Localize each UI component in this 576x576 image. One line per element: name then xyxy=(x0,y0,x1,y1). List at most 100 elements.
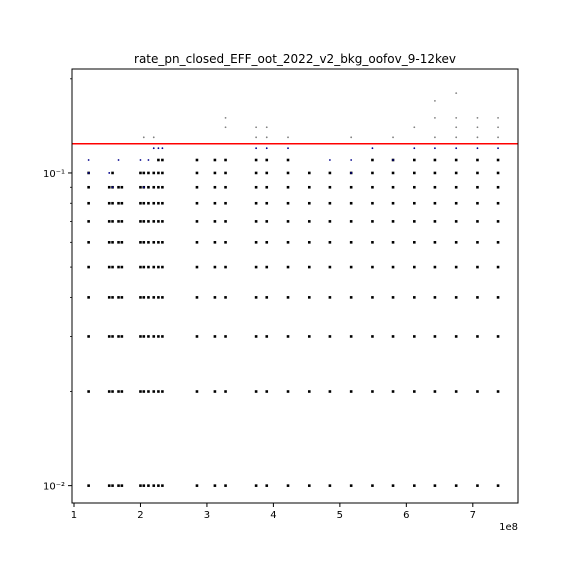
data-point xyxy=(371,171,374,175)
data-point xyxy=(139,171,142,175)
data-point xyxy=(433,484,437,487)
data-point xyxy=(120,390,124,393)
data-point xyxy=(254,484,258,487)
data-point xyxy=(142,390,146,393)
data-point xyxy=(139,265,142,269)
data-point xyxy=(213,220,217,223)
data-point xyxy=(195,201,199,205)
data-point xyxy=(328,171,332,175)
data-point xyxy=(224,171,227,175)
data-point xyxy=(142,201,146,205)
data-point xyxy=(307,201,311,205)
data-point xyxy=(455,126,458,129)
data-point xyxy=(328,159,331,161)
data-point xyxy=(476,116,479,119)
data-point xyxy=(117,390,120,393)
data-point xyxy=(254,171,258,175)
data-point xyxy=(454,185,458,189)
data-point xyxy=(224,201,227,205)
data-point xyxy=(117,159,120,161)
data-point xyxy=(195,296,199,299)
data-point xyxy=(433,201,437,205)
data-point xyxy=(286,158,290,162)
data-point xyxy=(195,335,199,338)
data-point xyxy=(195,185,199,189)
data-point xyxy=(157,296,160,299)
data-point xyxy=(265,296,269,299)
data-point xyxy=(286,296,290,299)
x-tick-label: 7 xyxy=(470,510,476,521)
data-point xyxy=(476,136,479,139)
data-point xyxy=(157,241,160,244)
data-point xyxy=(413,484,416,487)
data-point xyxy=(265,484,269,487)
data-point xyxy=(349,335,353,338)
data-point xyxy=(152,484,156,487)
data-point xyxy=(265,220,269,223)
data-point xyxy=(454,265,458,269)
data-point xyxy=(476,185,479,189)
data-point xyxy=(147,220,150,223)
data-point xyxy=(87,296,90,299)
data-point xyxy=(286,185,290,189)
data-point xyxy=(107,265,111,269)
data-point xyxy=(433,296,437,299)
data-point xyxy=(371,296,374,299)
data-point xyxy=(391,296,395,299)
data-point xyxy=(476,296,479,299)
data-point xyxy=(120,265,124,269)
data-point xyxy=(476,484,479,487)
data-point xyxy=(107,185,111,189)
data-point xyxy=(147,335,150,338)
data-point xyxy=(142,296,146,299)
data-point xyxy=(224,296,227,299)
data-point xyxy=(254,390,258,393)
data-point xyxy=(433,158,437,162)
data-point xyxy=(139,484,142,487)
x-axis-offset-label: 1e8 xyxy=(499,522,518,533)
y-axis: 10⁻² 10⁻¹ xyxy=(43,78,72,493)
data-point xyxy=(157,390,160,393)
data-point xyxy=(413,241,416,244)
data-point xyxy=(391,171,395,175)
data-point xyxy=(413,390,416,393)
data-point xyxy=(195,390,199,393)
data-point xyxy=(392,136,394,139)
data-point xyxy=(157,201,160,205)
data-point xyxy=(391,185,395,189)
data-point xyxy=(120,241,124,244)
data-point xyxy=(107,220,111,223)
data-point xyxy=(87,390,90,393)
data-point xyxy=(391,201,395,205)
data-point xyxy=(111,241,114,244)
x-tick-label: 5 xyxy=(337,510,343,521)
data-point xyxy=(371,484,374,487)
data-point xyxy=(454,171,458,175)
data-point xyxy=(371,220,374,223)
data-point xyxy=(142,220,146,223)
data-point xyxy=(349,296,353,299)
data-point xyxy=(142,136,145,139)
data-point xyxy=(161,484,164,487)
data-point xyxy=(476,390,479,393)
y-tick-label: 10⁻² xyxy=(43,482,65,493)
data-point xyxy=(157,484,160,487)
data-point xyxy=(111,171,114,175)
data-point xyxy=(307,220,311,223)
data-point xyxy=(371,201,374,205)
data-point xyxy=(307,241,311,244)
data-point xyxy=(349,484,353,487)
data-point xyxy=(213,171,217,175)
data-point xyxy=(117,265,120,269)
data-point xyxy=(120,484,124,487)
data-point xyxy=(454,390,458,393)
data-point xyxy=(195,265,199,269)
data-point xyxy=(255,126,258,129)
data-point xyxy=(213,265,217,269)
data-point xyxy=(328,484,332,487)
x-tick-label: 3 xyxy=(204,510,210,521)
data-point xyxy=(111,335,114,338)
data-point xyxy=(157,220,160,223)
data-point xyxy=(328,296,332,299)
data-point xyxy=(213,158,217,162)
